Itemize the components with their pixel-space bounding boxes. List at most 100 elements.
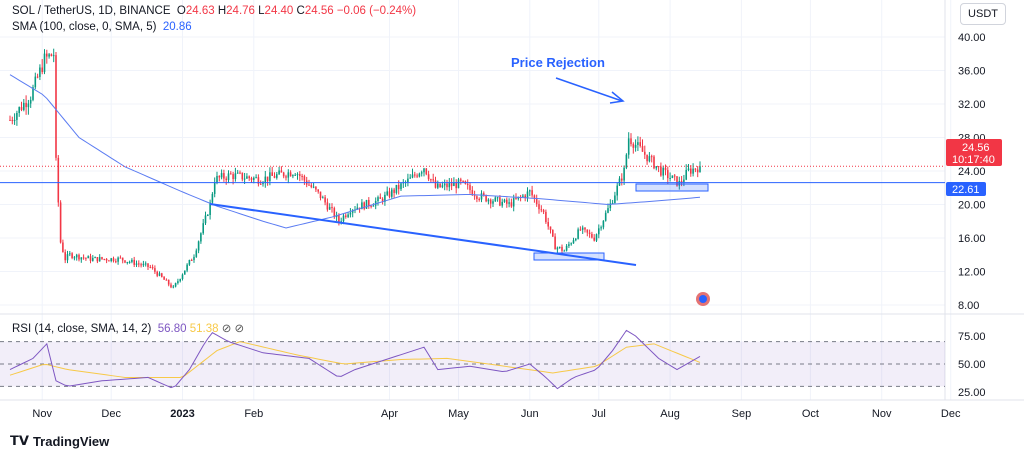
- candle-body: [425, 168, 428, 175]
- candle-body: [699, 166, 701, 173]
- candle: [82, 254, 85, 260]
- candle: [443, 179, 446, 191]
- candle: [27, 99, 30, 115]
- candle-body: [381, 198, 384, 202]
- candle-body: [239, 172, 241, 174]
- rsi-sma-value: 51.38: [189, 323, 219, 335]
- candle: [542, 208, 545, 215]
- candle: [69, 251, 71, 257]
- candle: [80, 257, 83, 263]
- candle-body: [32, 87, 34, 100]
- rsi-label: RSI (14, close, SMA, 14, 2): [12, 323, 152, 335]
- candle-body: [184, 270, 186, 275]
- candle-body: [598, 228, 600, 235]
- candle-body: [370, 205, 372, 207]
- candle: [409, 174, 411, 179]
- candle-body: [278, 170, 280, 175]
- candle: [630, 133, 632, 147]
- time-label: 2023: [170, 408, 194, 420]
- candle: [220, 169, 223, 180]
- candle: [126, 261, 129, 265]
- candle-body: [570, 243, 572, 245]
- candle-body: [204, 215, 207, 224]
- candle-body: [664, 167, 667, 171]
- candle-body: [540, 209, 543, 211]
- candle-body: [71, 253, 73, 258]
- candle: [653, 155, 655, 170]
- close-value: 24.56: [304, 5, 334, 17]
- candle: [627, 132, 630, 159]
- candle-body: [650, 156, 653, 158]
- candle-body: [646, 154, 648, 162]
- candle: [692, 163, 694, 177]
- candle: [365, 199, 368, 209]
- hidden-icon[interactable]: ⊘ ⊘: [221, 323, 245, 335]
- candle: [423, 167, 425, 177]
- candle: [94, 256, 96, 259]
- rsi-legend[interactable]: RSI (14, close, SMA, 14, 2) 56.80 51.38 …: [12, 321, 244, 335]
- candle-body: [372, 205, 375, 207]
- candle: [188, 259, 191, 266]
- candle-body: [110, 258, 112, 261]
- candle: [303, 174, 306, 185]
- candle-body: [236, 172, 239, 174]
- candle-body: [259, 183, 262, 185]
- candle-body: [623, 167, 625, 181]
- candle-body: [621, 178, 623, 181]
- candle-body: [685, 169, 687, 180]
- candle-body: [338, 214, 340, 222]
- candle: [151, 264, 154, 270]
- candle: [439, 183, 441, 188]
- candle: [282, 171, 285, 179]
- candle-body: [508, 202, 510, 204]
- candle-body: [89, 256, 92, 261]
- candle-body: [503, 199, 506, 202]
- sma-legend[interactable]: SMA (100, close, 0, SMA, 5) 20.86: [12, 21, 192, 33]
- candle-body: [667, 170, 669, 179]
- candle: [407, 173, 409, 187]
- candle-body: [75, 254, 78, 258]
- candle-body: [409, 177, 411, 179]
- candle-body: [476, 196, 478, 199]
- candle-body: [552, 229, 554, 237]
- candle: [531, 185, 533, 198]
- candle: [529, 189, 531, 197]
- candle-body: [250, 178, 253, 180]
- candle: [62, 239, 64, 253]
- candle: [207, 214, 209, 217]
- candle: [496, 196, 499, 202]
- candle: [158, 271, 161, 277]
- candle: [508, 198, 510, 208]
- candle: [570, 242, 572, 246]
- candle: [174, 282, 177, 288]
- candle: [577, 227, 579, 240]
- candle-body: [101, 257, 103, 259]
- candle: [285, 174, 287, 181]
- candle-body: [489, 199, 492, 204]
- candle-body: [62, 242, 64, 253]
- candle-body: [595, 234, 598, 241]
- currency-button[interactable]: USDT: [960, 3, 1006, 25]
- candle-body: [315, 186, 317, 190]
- candle-body: [46, 53, 48, 57]
- candle: [480, 190, 483, 203]
- candle: [466, 179, 469, 190]
- tradingview-logo[interactable]: 𝗧𝗩 TradingView: [10, 433, 109, 449]
- candle: [167, 279, 170, 287]
- candle: [66, 250, 69, 264]
- candle: [621, 173, 623, 186]
- candle: [446, 179, 448, 191]
- candle: [46, 49, 48, 64]
- candle-body: [386, 191, 388, 195]
- candle: [299, 171, 301, 182]
- candle-body: [285, 176, 287, 178]
- candle-body: [657, 166, 660, 168]
- candle-body: [506, 199, 508, 204]
- candle-body: [108, 260, 110, 262]
- candle-body: [13, 119, 16, 121]
- candle: [213, 177, 216, 198]
- candle: [103, 258, 106, 261]
- price-tick-label: 32.00: [958, 99, 986, 111]
- candle-body: [225, 178, 227, 181]
